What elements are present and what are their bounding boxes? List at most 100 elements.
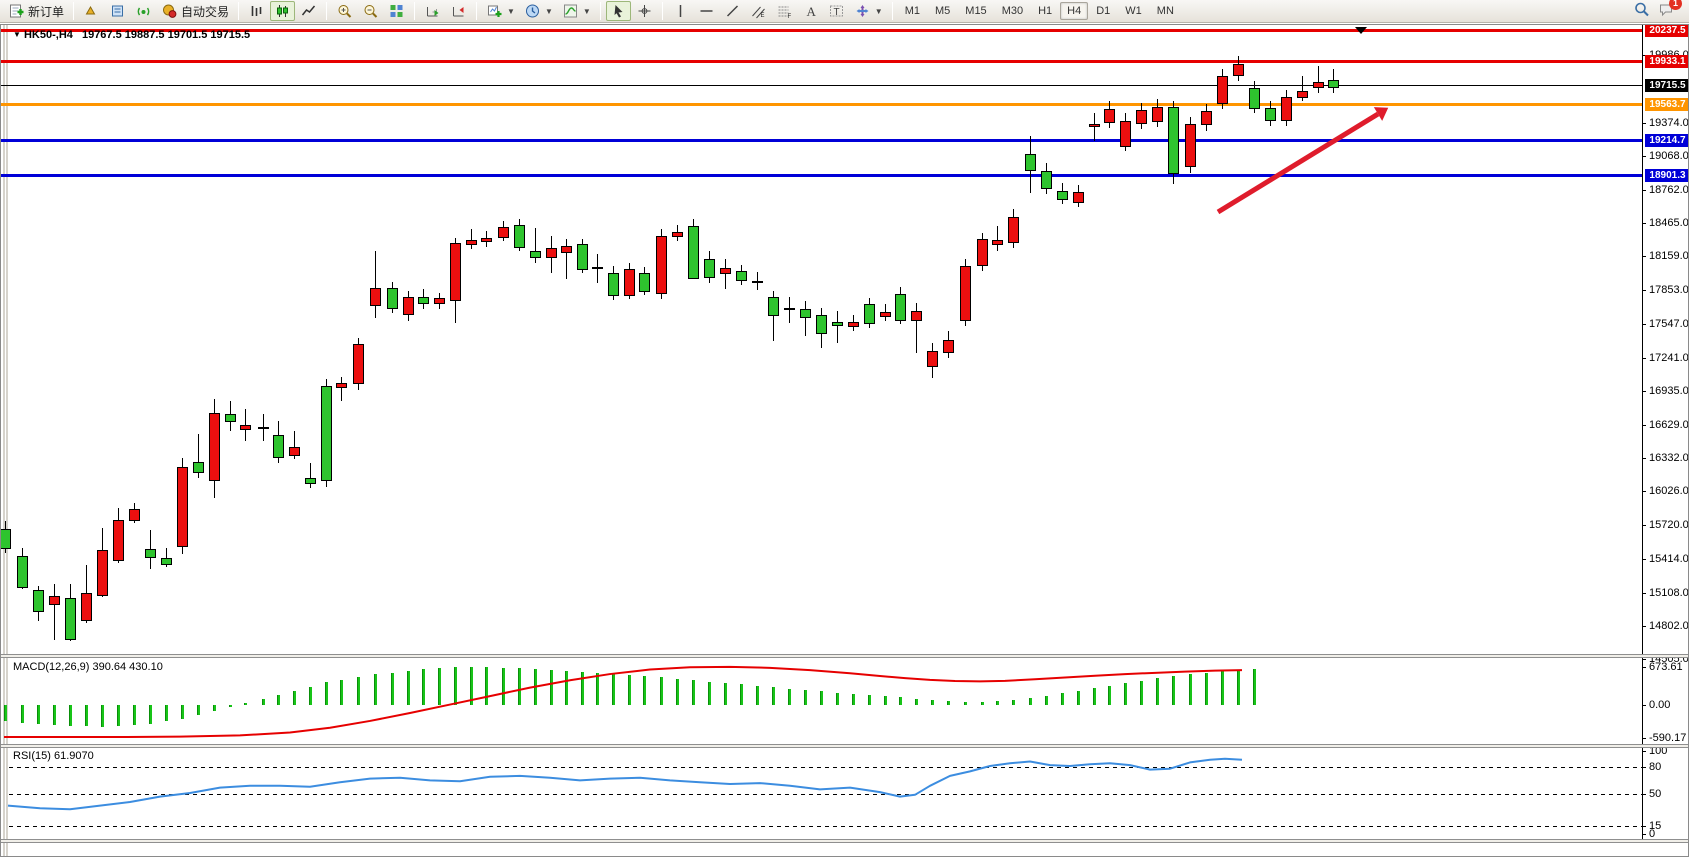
price-tick <box>1642 256 1646 258</box>
macd-histogram-bar <box>612 673 615 705</box>
hline-anchor-marker[interactable] <box>1355 27 1367 34</box>
candle <box>97 550 108 597</box>
candle <box>1328 79 1339 88</box>
macd-histogram-bar <box>1237 670 1240 705</box>
hline-19563.7[interactable] <box>1 103 1642 106</box>
toolbar-separator <box>476 2 478 20</box>
candle <box>943 340 954 354</box>
price-tick <box>1642 626 1646 628</box>
tile-windows-button[interactable] <box>384 1 409 21</box>
timeframe-D1[interactable]: D1 <box>1096 5 1111 17</box>
price-tick <box>1642 391 1646 393</box>
market-watch-icon <box>85 5 96 15</box>
text-label-button[interactable]: T <box>824 1 849 21</box>
macd-panel-separator[interactable] <box>1 654 1688 658</box>
macd-histogram-bar <box>1012 699 1015 705</box>
hline-20237.5[interactable] <box>1 29 1642 32</box>
vline-button[interactable] <box>668 1 693 21</box>
timeframe-M5[interactable]: M5 <box>935 5 951 17</box>
candle-wick <box>805 300 806 336</box>
dropdown-arrow-icon[interactable]: ▼ <box>507 6 515 16</box>
price-tick-label: 18762.0 <box>1649 184 1689 196</box>
candle <box>498 227 509 239</box>
dropdown-arrow-icon[interactable]: ▼ <box>582 6 591 16</box>
indicators-button[interactable]: ▼ <box>558 1 595 21</box>
main-toolbar: 新订单 自动交易 ▼ ▼ ▼ E F A T ▼ M1 M5 M15 M30 H1 H4 D1 W1 MN 1 <box>0 0 1689 23</box>
timeframe-H1[interactable]: H1 <box>1038 5 1053 17</box>
collapse-triangle-icon[interactable]: ▼ <box>13 30 21 39</box>
text-button[interactable]: A <box>798 1 823 21</box>
macd-histogram-bar <box>981 701 984 705</box>
timeframe-W1[interactable]: W1 <box>1125 5 1142 17</box>
auto-scroll-button[interactable] <box>420 1 445 21</box>
cursor-button[interactable] <box>605 1 631 21</box>
hline-19214.7[interactable] <box>1 139 1642 142</box>
timeframe-MN[interactable]: MN <box>1156 5 1174 17</box>
candle <box>177 467 188 548</box>
svg-text:F: F <box>787 14 791 19</box>
macd-histogram-bar <box>565 670 568 705</box>
timeframe-M30[interactable]: M30 <box>1001 5 1024 17</box>
macd-histogram-bar <box>643 676 646 705</box>
hline-18901.3[interactable] <box>1 174 1642 177</box>
new-order-button[interactable]: 新订单 <box>4 1 68 21</box>
macd-histogram-bar <box>550 669 553 705</box>
signals-button[interactable] <box>131 1 156 21</box>
period-button[interactable]: ▼ <box>520 1 557 21</box>
crosshair-button[interactable] <box>632 1 657 21</box>
hline-19715.5[interactable] <box>1 85 1642 86</box>
price-tick-label: 17853.0 <box>1649 284 1689 297</box>
rsi-axis-label: 50 <box>1649 788 1662 800</box>
chart-window[interactable]: ▼ HK50-,H4 19767.5 19887.5 19701.5 19715… <box>0 24 1689 857</box>
dropdown-arrow-icon[interactable]: ▼ <box>874 6 883 16</box>
price-tick-label: 15720.0 <box>1649 519 1689 532</box>
new-chart-button[interactable]: ▼ <box>482 1 519 21</box>
zoom-in-button[interactable] <box>332 1 357 21</box>
chat-button[interactable]: 1 <box>1658 0 1682 22</box>
hline-19933.1[interactable] <box>1 60 1642 63</box>
macd-histogram-bar <box>470 666 473 705</box>
toolbar-separator <box>414 2 416 20</box>
timeframe-M1[interactable]: M1 <box>904 5 920 17</box>
search-button[interactable] <box>1633 1 1650 22</box>
candle <box>960 266 971 321</box>
window-left-gutter <box>3 25 8 856</box>
zoom-out-button[interactable] <box>358 1 383 21</box>
rsi-panel-separator[interactable] <box>1 744 1688 748</box>
arrows-button[interactable]: ▼ <box>850 1 887 21</box>
candle-wick <box>294 431 295 460</box>
timeframe-M15[interactable]: M15 <box>965 5 987 17</box>
timeframe-H4[interactable]: H4 <box>1060 2 1089 20</box>
button-label: 自动交易 <box>181 4 230 19</box>
channel-button[interactable]: E <box>746 1 771 21</box>
data-window-icon <box>112 5 124 17</box>
macd-histogram-bar <box>293 690 296 705</box>
macd-histogram-bar <box>149 705 152 724</box>
chart-shift-button[interactable] <box>446 1 471 21</box>
macd-histogram-bar <box>181 705 184 719</box>
candle-wick <box>375 251 376 318</box>
price-tick <box>1642 592 1646 594</box>
autotrade-button[interactable]: 自动交易 <box>157 1 233 21</box>
svg-text:E: E <box>760 13 764 19</box>
price-tick <box>1642 491 1646 493</box>
rsi-level-50 <box>9 794 1642 795</box>
price-tick <box>1642 357 1646 359</box>
hline-button[interactable] <box>694 1 719 21</box>
price-tick-label: 18465.0 <box>1649 216 1689 229</box>
line-chart-button[interactable] <box>296 1 321 21</box>
bar-chart-button[interactable] <box>244 1 269 21</box>
fibonacci-icon: F <box>778 6 791 19</box>
market-watch-button[interactable] <box>79 1 104 21</box>
macd-histogram-bar <box>422 669 425 705</box>
fibonacci-button[interactable]: F <box>772 1 797 21</box>
dropdown-arrow-icon[interactable]: ▼ <box>544 6 553 16</box>
candle-chart-button[interactable] <box>270 1 296 21</box>
data-window-button[interactable] <box>105 1 130 21</box>
macd-histogram-bar <box>534 668 537 705</box>
macd-axis-label: 0.00 <box>1649 699 1671 711</box>
rsi-tick <box>1642 751 1646 752</box>
macd-histogram-bar <box>772 687 775 705</box>
trendline-button[interactable] <box>720 1 745 21</box>
macd-histogram-bar <box>915 698 918 705</box>
